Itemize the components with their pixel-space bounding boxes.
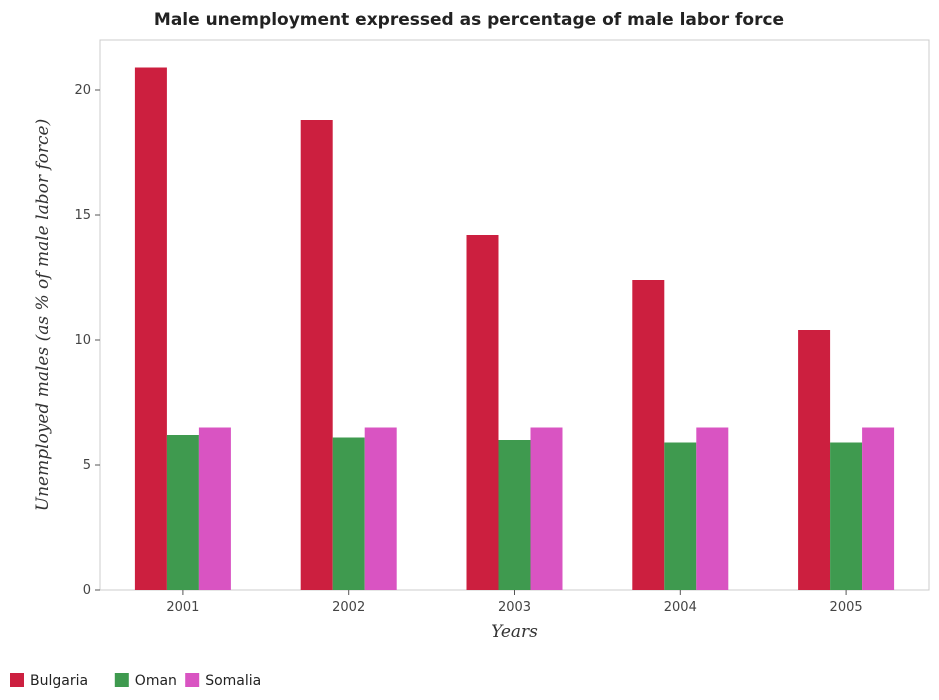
bar-somalia-2004	[696, 427, 729, 590]
bar-somalia-2002	[364, 427, 397, 590]
x-tick-label: 2001	[166, 600, 199, 615]
bar-somalia-2001	[198, 427, 231, 590]
legend-swatch-bulgaria	[10, 673, 24, 687]
bar-somalia-2005	[862, 427, 895, 590]
bar-bulgaria-2004	[632, 280, 665, 590]
y-tick-label: 20	[74, 83, 91, 98]
x-axis: 2001 2002 2003 2004 2005	[166, 590, 863, 615]
legend-label-bulgaria: Bulgaria	[30, 673, 88, 689]
bar-bulgaria-2001	[134, 67, 167, 590]
bar-oman-2005	[830, 442, 863, 590]
bar-somalia-2003	[530, 427, 563, 590]
y-tick-label: 0	[83, 583, 91, 598]
chart-title: Male unemployment expressed as percentag…	[154, 10, 784, 30]
bar-bulgaria-2002	[300, 120, 333, 590]
legend: Bulgaria Oman Somalia	[10, 673, 261, 689]
y-tick-label: 10	[74, 333, 91, 348]
x-tick-label: 2004	[664, 600, 697, 615]
bar-oman-2001	[166, 435, 199, 590]
y-tick-label: 5	[83, 458, 91, 473]
y-axis-label: Unemployed males (as % of male labor for…	[33, 119, 53, 511]
bar-oman-2002	[332, 437, 365, 590]
legend-swatch-oman	[114, 673, 129, 687]
bars	[134, 67, 895, 590]
y-tick-label: 15	[74, 208, 91, 223]
bar-oman-2003	[498, 440, 531, 590]
x-tick-label: 2002	[332, 600, 365, 615]
x-axis-label: Years	[491, 622, 538, 642]
bar-bulgaria-2003	[466, 235, 499, 590]
bar-bulgaria-2005	[798, 330, 831, 590]
x-tick-label: 2003	[498, 600, 531, 615]
x-tick-label: 2005	[830, 600, 863, 615]
legend-label-oman: Oman	[135, 673, 177, 689]
legend-swatch-somalia	[185, 673, 200, 687]
bar-oman-2004	[664, 442, 697, 590]
legend-label-somalia: Somalia	[205, 673, 261, 689]
y-axis: 0 5 10 15 20	[74, 83, 100, 598]
